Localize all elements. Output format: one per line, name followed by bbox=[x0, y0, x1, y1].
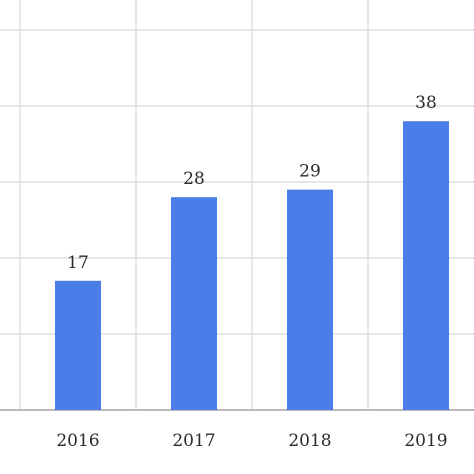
grid-layer bbox=[0, 0, 474, 411]
data-labels-layer: 17 28 29 38 bbox=[67, 93, 437, 273]
data-label-2018: 29 bbox=[299, 162, 321, 182]
data-label-2016: 17 bbox=[67, 253, 89, 273]
bar-2016 bbox=[55, 280, 101, 410]
bar-2018 bbox=[287, 189, 333, 410]
x-tick-label-2019: 2019 bbox=[404, 431, 447, 451]
x-tick-labels-layer: 2016 2017 2018 2019 bbox=[56, 431, 447, 451]
data-label-2019: 38 bbox=[415, 93, 437, 113]
x-tick-label-2016: 2016 bbox=[56, 431, 99, 451]
bar-2019 bbox=[403, 121, 449, 410]
bars-layer bbox=[55, 121, 449, 410]
data-label-2017: 28 bbox=[183, 169, 205, 189]
x-tick-label-2017: 2017 bbox=[172, 431, 215, 451]
bar-2017 bbox=[171, 197, 217, 410]
x-tick-label-2018: 2018 bbox=[288, 431, 331, 451]
